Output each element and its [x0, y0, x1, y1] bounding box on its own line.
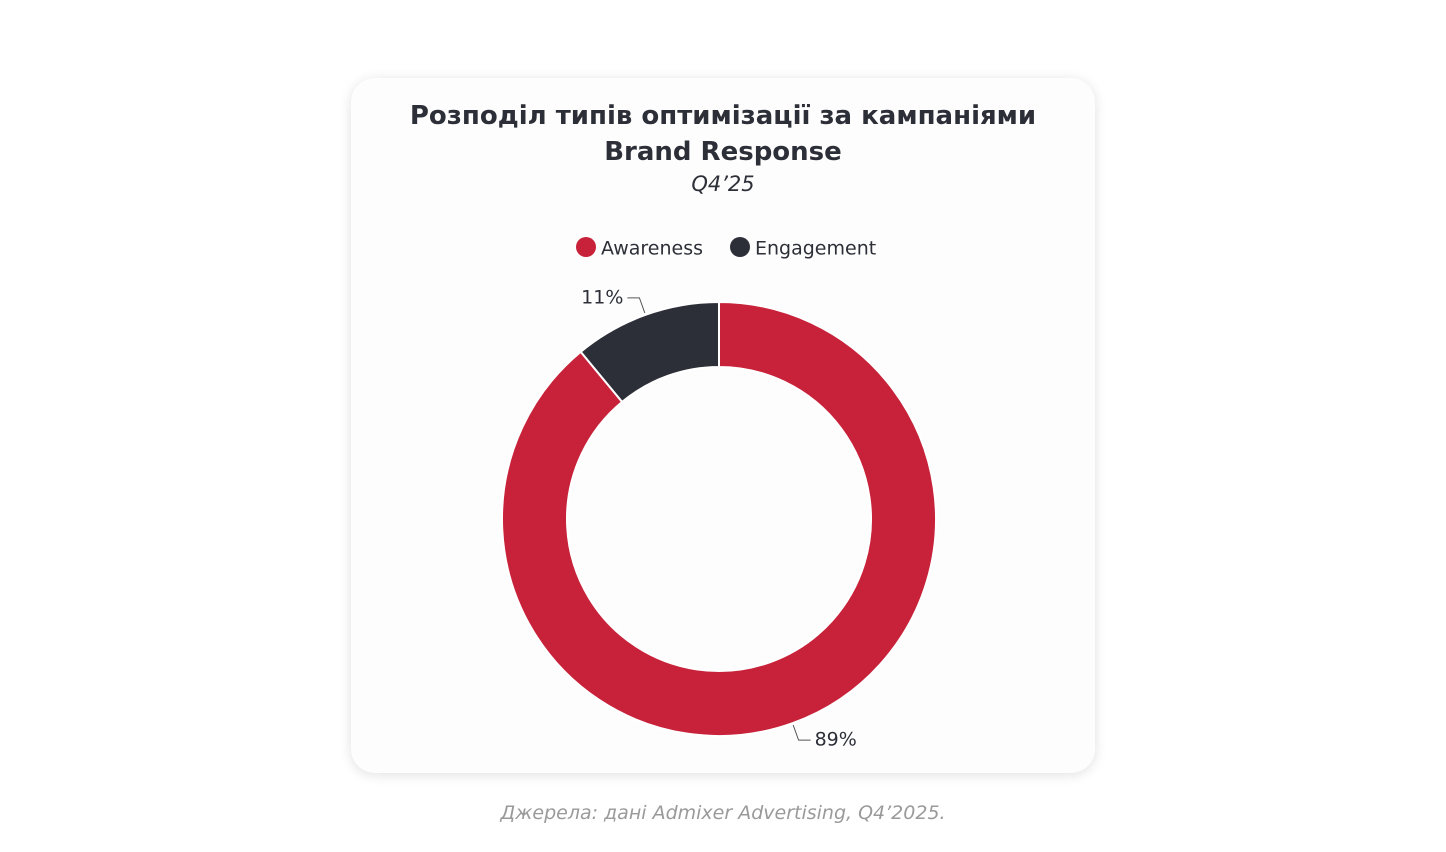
slice: [501, 300, 937, 737]
label-connector: [792, 724, 811, 741]
legend-label: Awareness: [601, 238, 703, 260]
chart-title: Розподіл типів оптимізації за кампаніями…: [409, 101, 1037, 167]
data-label: 11%: [581, 286, 623, 308]
chart-subtitle: Q4’25: [691, 172, 755, 196]
data-label: 89%: [815, 729, 857, 751]
legend-marker: [730, 237, 750, 257]
chart-card: [351, 78, 1095, 773]
label-connector: [627, 297, 646, 314]
source-note: Джерела: дані Admixer Advertising, Q4’20…: [500, 802, 946, 824]
legend-marker: [576, 237, 596, 257]
slice: [579, 300, 720, 404]
legend-label: Engagement: [755, 238, 876, 260]
